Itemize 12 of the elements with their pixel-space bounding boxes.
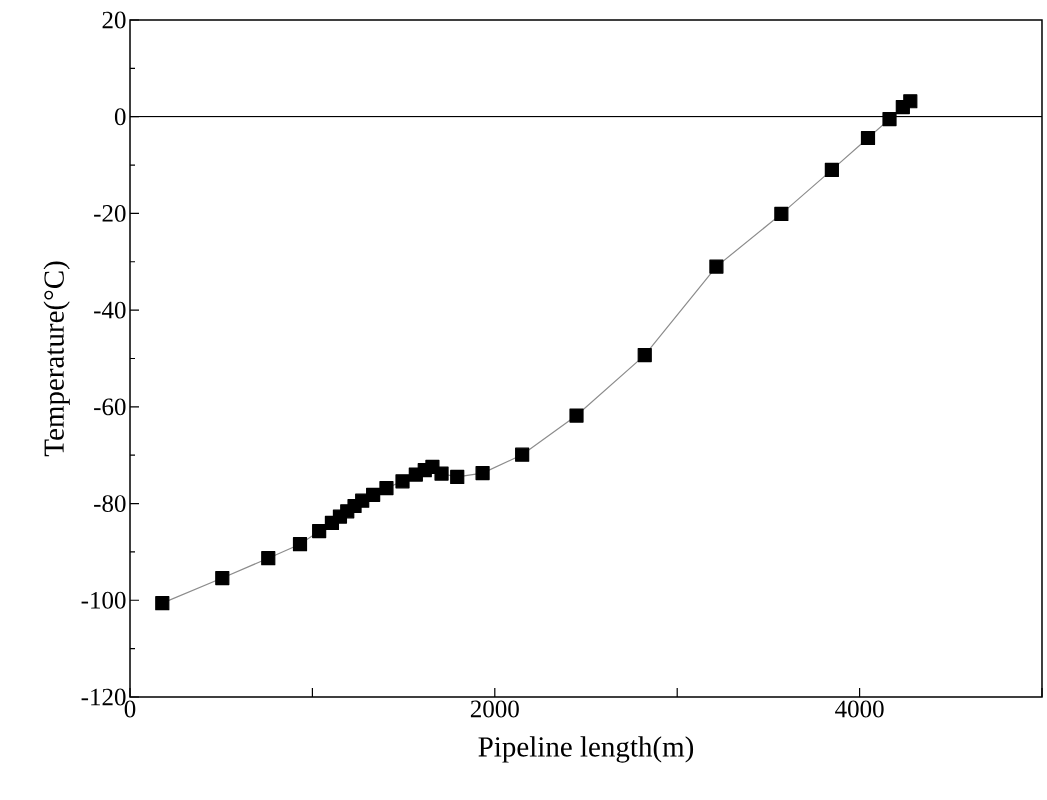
y-tick-label: 0 — [114, 108, 126, 126]
x-tick-label: 4000 — [835, 700, 884, 718]
y-tick-label: -60 — [94, 398, 126, 416]
y-tick-label: 20 — [102, 11, 126, 29]
y-tick-label: -100 — [81, 591, 126, 609]
x-axis-title: Pipeline length(m) — [478, 736, 694, 763]
y-tick-label: -20 — [94, 204, 126, 222]
y-axis-title: Temperature(°C) — [43, 261, 70, 457]
y-tick-label: -40 — [94, 301, 126, 319]
y-tick-label: -120 — [81, 688, 126, 706]
y-tick-label: -80 — [94, 495, 126, 512]
x-tick-label: 2000 — [470, 700, 519, 718]
